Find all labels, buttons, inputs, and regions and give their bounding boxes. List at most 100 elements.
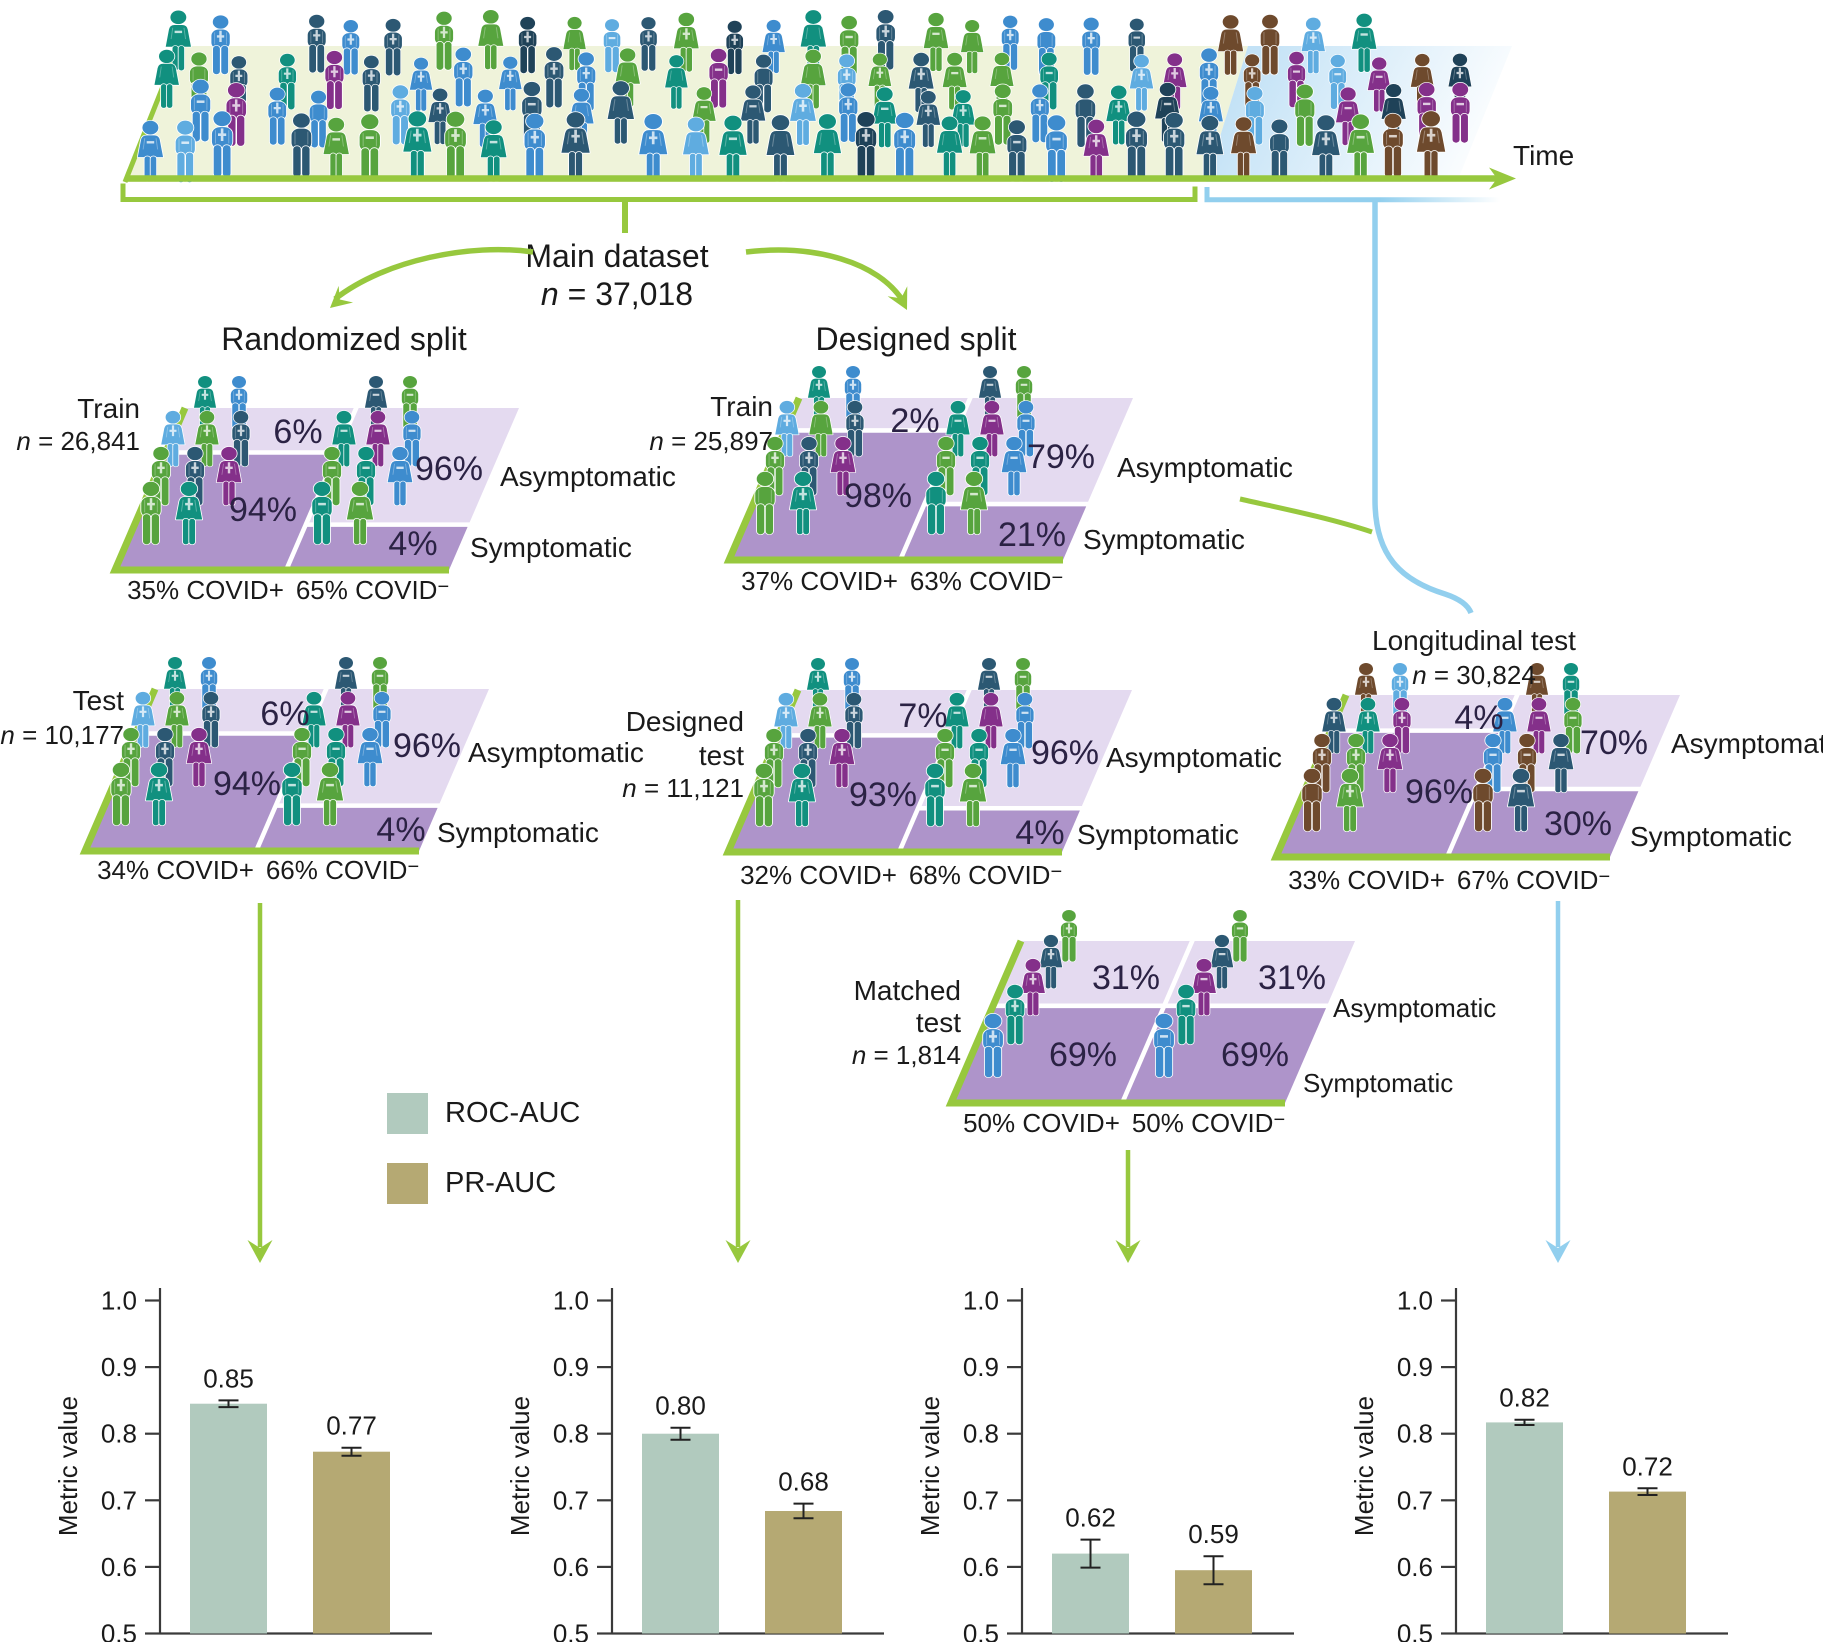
svg-text:ROC-AUC: ROC-AUC: [445, 1097, 580, 1129]
svg-text:30%: 30%: [1544, 805, 1612, 843]
svg-text:0.5: 0.5: [101, 1619, 137, 1642]
svg-text:31%: 31%: [1092, 959, 1160, 997]
svg-text:96%: 96%: [1405, 773, 1473, 811]
svg-text:0.72: 0.72: [1622, 1451, 1673, 1481]
svg-text:4%: 4%: [388, 525, 437, 563]
svg-text:Symptomatic: Symptomatic: [1083, 524, 1245, 555]
svg-text:0.9: 0.9: [553, 1352, 589, 1382]
svg-text:4%: 4%: [376, 811, 425, 849]
svg-text:21%: 21%: [998, 516, 1066, 554]
svg-text:70%: 70%: [1580, 724, 1648, 762]
svg-text:50% COVID−: 50% COVID−: [1132, 1108, 1285, 1138]
svg-text:6%: 6%: [260, 695, 309, 733]
svg-text:0.62: 0.62: [1065, 1503, 1116, 1533]
svg-text:6%: 6%: [273, 413, 322, 451]
svg-text:Symptomatic: Symptomatic: [1077, 819, 1239, 850]
svg-text:0.6: 0.6: [553, 1552, 589, 1582]
svg-text:Asymptomatic: Asymptomatic: [1106, 742, 1282, 773]
svg-text:0.9: 0.9: [963, 1352, 999, 1382]
svg-text:0.82: 0.82: [1499, 1383, 1550, 1413]
svg-text:Asymptomatic: Asymptomatic: [468, 737, 644, 768]
svg-text:1.0: 1.0: [553, 1286, 589, 1316]
svg-text:0.6: 0.6: [101, 1552, 137, 1582]
svg-text:0.8: 0.8: [553, 1419, 589, 1449]
svg-text:34% COVID+: 34% COVID+: [97, 855, 254, 885]
svg-text:Metric value: Metric value: [1349, 1396, 1379, 1536]
svg-text:Test: Test: [73, 685, 125, 716]
svg-text:n = 26,841: n = 26,841: [16, 426, 140, 456]
svg-text:79%: 79%: [1027, 438, 1095, 476]
svg-text:test: test: [916, 1007, 961, 1038]
svg-text:0.9: 0.9: [1397, 1352, 1433, 1382]
svg-text:Metric value: Metric value: [915, 1396, 945, 1536]
svg-text:0.5: 0.5: [553, 1619, 589, 1642]
svg-text:1.0: 1.0: [963, 1286, 999, 1316]
svg-text:93%: 93%: [849, 776, 917, 814]
svg-text:Metric value: Metric value: [505, 1396, 535, 1536]
svg-text:96%: 96%: [1031, 734, 1099, 772]
svg-text:94%: 94%: [213, 765, 281, 803]
svg-text:98%: 98%: [844, 477, 912, 515]
svg-text:0.7: 0.7: [1397, 1485, 1433, 1515]
svg-text:0.6: 0.6: [963, 1552, 999, 1582]
svg-text:0.5: 0.5: [1397, 1619, 1433, 1642]
svg-text:31%: 31%: [1258, 959, 1326, 997]
svg-text:0.85: 0.85: [203, 1363, 254, 1393]
svg-text:Randomized split: Randomized split: [221, 321, 467, 357]
svg-text:32% COVID+: 32% COVID+: [740, 860, 897, 890]
svg-text:7%: 7%: [898, 697, 947, 735]
svg-text:0.7: 0.7: [553, 1485, 589, 1515]
svg-text:63% COVID−: 63% COVID−: [910, 566, 1063, 596]
svg-text:Asymptomatic: Asymptomatic: [500, 461, 676, 492]
svg-text:Metric value: Metric value: [53, 1396, 83, 1536]
svg-text:Train: Train: [77, 393, 140, 424]
svg-text:Longitudinal test: Longitudinal test: [1372, 625, 1576, 656]
svg-text:0.5: 0.5: [963, 1619, 999, 1642]
svg-text:Symptomatic: Symptomatic: [1630, 821, 1792, 852]
svg-text:0.8: 0.8: [101, 1419, 137, 1449]
svg-text:33% COVID+: 33% COVID+: [1288, 865, 1445, 895]
svg-text:96%: 96%: [415, 450, 483, 488]
svg-text:n = 37,018: n = 37,018: [541, 276, 693, 312]
svg-text:0.8: 0.8: [963, 1419, 999, 1449]
svg-text:test: test: [699, 740, 744, 771]
svg-text:n = 25,897: n = 25,897: [649, 426, 773, 456]
svg-text:69%: 69%: [1049, 1036, 1117, 1074]
svg-text:0.77: 0.77: [326, 1411, 377, 1441]
svg-text:65% COVID−: 65% COVID−: [296, 575, 449, 605]
svg-text:n = 30,824: n = 30,824: [1412, 660, 1536, 690]
svg-text:66% COVID−: 66% COVID−: [266, 855, 419, 885]
svg-text:Time: Time: [1513, 140, 1574, 171]
svg-text:69%: 69%: [1221, 1036, 1289, 1074]
svg-text:n = 10,177: n = 10,177: [0, 720, 124, 750]
svg-text:50% COVID+: 50% COVID+: [963, 1108, 1120, 1138]
svg-text:67% COVID−: 67% COVID−: [1457, 865, 1610, 895]
svg-text:n = 1,814: n = 1,814: [852, 1040, 961, 1070]
svg-text:4%: 4%: [1454, 699, 1503, 737]
svg-text:Symptomatic: Symptomatic: [437, 817, 599, 848]
svg-text:0.7: 0.7: [963, 1485, 999, 1515]
svg-text:Asymptomatic: Asymptomatic: [1117, 452, 1293, 483]
svg-text:Symptomatic: Symptomatic: [1303, 1068, 1453, 1098]
svg-text:0.59: 0.59: [1188, 1519, 1239, 1549]
svg-text:Asymptomatic: Asymptomatic: [1671, 728, 1823, 759]
svg-text:0.9: 0.9: [101, 1352, 137, 1382]
svg-text:Designed split: Designed split: [816, 321, 1017, 357]
svg-text:94%: 94%: [229, 491, 297, 529]
svg-text:68% COVID−: 68% COVID−: [909, 860, 1062, 890]
svg-text:0.8: 0.8: [1397, 1419, 1433, 1449]
svg-text:1.0: 1.0: [101, 1286, 137, 1316]
svg-text:0.7: 0.7: [101, 1485, 137, 1515]
svg-text:96%: 96%: [393, 727, 461, 765]
svg-text:Designed: Designed: [626, 706, 744, 737]
svg-text:Matched: Matched: [854, 975, 961, 1006]
svg-text:n = 11,121: n = 11,121: [622, 773, 744, 803]
svg-text:Main dataset: Main dataset: [525, 238, 708, 274]
svg-text:1.0: 1.0: [1397, 1286, 1433, 1316]
svg-text:Train: Train: [710, 391, 773, 422]
svg-text:35% COVID+: 35% COVID+: [127, 575, 284, 605]
svg-text:4%: 4%: [1015, 814, 1064, 852]
svg-text:Asymptomatic: Asymptomatic: [1333, 993, 1496, 1023]
svg-text:PR-AUC: PR-AUC: [445, 1167, 556, 1199]
svg-text:Symptomatic: Symptomatic: [470, 532, 632, 563]
